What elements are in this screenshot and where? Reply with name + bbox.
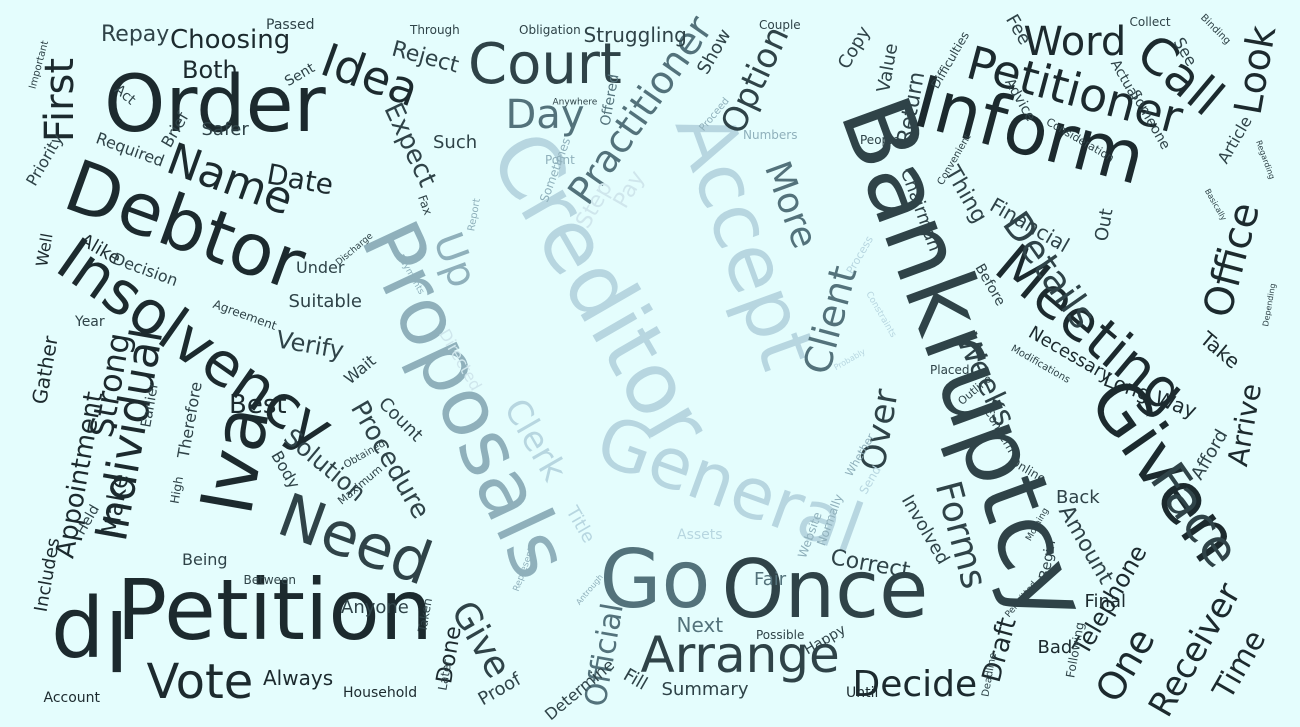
- cloud-word: Wait: [340, 350, 380, 389]
- cloud-word: Regarding: [1254, 139, 1277, 181]
- cloud-word: Always: [263, 666, 334, 690]
- cloud-word: Best: [229, 390, 287, 420]
- cloud-word: Decide: [852, 664, 978, 705]
- cloud-word: Through: [410, 23, 460, 37]
- cloud-word: Year: [75, 314, 105, 330]
- cloud-word: Choosing: [170, 25, 291, 55]
- cloud-word: Court: [468, 32, 622, 97]
- cloud-word: Collect: [1129, 15, 1171, 29]
- cloud-word: Final: [1084, 591, 1126, 612]
- cloud-word: Take: [1195, 326, 1245, 374]
- cloud-word: Well: [32, 231, 57, 269]
- cloud-word: Ip: [51, 591, 130, 689]
- cloud-word: Placed: [930, 363, 970, 377]
- cloud-word: Both: [182, 56, 238, 84]
- cloud-word: Binding: [1197, 12, 1233, 47]
- cloud-word: People: [860, 133, 900, 147]
- cloud-word: Couple: [759, 18, 801, 32]
- cloud-word: Vote: [146, 654, 254, 710]
- cloud-word: Assets: [677, 527, 723, 543]
- cloud-word: Article: [1213, 112, 1256, 167]
- cloud-word: Point: [545, 153, 575, 167]
- cloud-word: Anyone: [341, 597, 409, 618]
- cloud-word: Once: [721, 543, 929, 636]
- cloud-word: Numbers: [743, 128, 798, 142]
- cloud-word: Next: [676, 613, 724, 637]
- cloud-word: Out: [1091, 207, 1118, 243]
- cloud-word: Verify: [274, 325, 347, 365]
- cloud-word: Between: [243, 573, 297, 587]
- cloud-word: Go: [599, 533, 711, 626]
- cloud-word: Word: [1023, 19, 1127, 65]
- cloud-word: Arrange: [640, 626, 840, 684]
- cloud-word: Household: [343, 685, 418, 701]
- cloud-word: Later: [435, 658, 455, 692]
- cloud-word: High: [167, 475, 187, 505]
- cloud-word: Petition: [116, 561, 434, 659]
- cloud-word: Look: [1225, 22, 1285, 118]
- cloud-word: Obligation: [519, 23, 581, 37]
- cloud-word: Being: [182, 550, 228, 569]
- cloud-word: Office: [1194, 197, 1270, 323]
- cloud-word: Such: [433, 132, 478, 153]
- cloud-word: Suitable: [288, 291, 362, 312]
- cloud-word: Depending: [1261, 282, 1278, 328]
- cloud-word: Back: [1056, 487, 1100, 508]
- cloud-word: First: [37, 57, 84, 143]
- cloud-word: Fair: [754, 569, 787, 590]
- cloud-word: Struggling: [583, 23, 687, 47]
- cloud-word: Account: [43, 690, 101, 706]
- cloud-word: Safer: [201, 119, 249, 140]
- cloud-word: Send: [856, 463, 884, 497]
- cloud-word: Day: [505, 92, 585, 138]
- cloud-word: Copy: [833, 22, 875, 73]
- cloud-word: Until: [846, 685, 879, 701]
- cloud-word: Expect: [377, 98, 443, 192]
- cloud-word: Under: [296, 258, 345, 277]
- cloud-word: Value: [873, 41, 903, 95]
- cloud-word: Order: [104, 60, 326, 150]
- cloud-word: Repay: [101, 22, 170, 47]
- cloud-word: Bad: [1037, 637, 1073, 658]
- cloud-word: Arrive: [1221, 381, 1269, 469]
- cloud-word: Summary: [661, 679, 749, 700]
- cloud-word: Priority: [22, 130, 68, 190]
- cloud-word: Gather: [27, 334, 63, 406]
- cloud-word: Anywhere: [552, 97, 598, 108]
- cloud-word: Report: [466, 197, 483, 233]
- cloud-word: Possible: [756, 628, 805, 642]
- cloud-word: Passed: [266, 17, 315, 33]
